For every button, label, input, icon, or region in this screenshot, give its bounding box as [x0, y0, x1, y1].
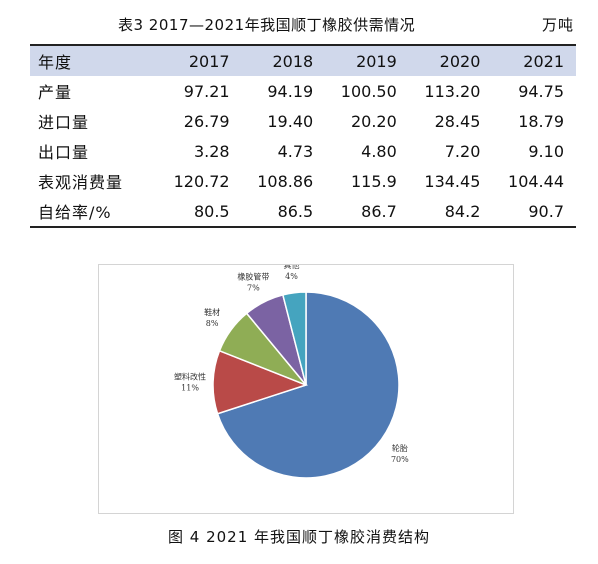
table-cell: 94.75 [518, 81, 564, 101]
table-row: 进口量 26.79 19.40 20.20 28.45 18.79 [30, 106, 576, 136]
column-header: 2018 [272, 51, 314, 71]
table-cell: 84.2 [444, 201, 481, 221]
table-cell: 4.80 [361, 141, 397, 161]
table-cell: 104.44 [508, 171, 564, 191]
row-label: 自给率/% [38, 203, 112, 222]
table-row: 自给率/% 80.5 86.5 86.7 84.2 90.7 [30, 196, 576, 227]
pie-label-footwear: 鞋材 [204, 307, 220, 317]
pie-value-rubber-hose-belt: 7% [247, 284, 260, 293]
pie-value-tires: 70% [391, 455, 409, 464]
table-row: 表观消费量 120.72 108.86 115.9 134.45 104.44 [30, 166, 576, 196]
row-label: 进口量 [38, 113, 90, 132]
table-cell: 97.21 [183, 81, 230, 101]
pie-chart-frame: 轮胎 70% 塑料改性 11% 鞋材 8% 橡胶管带 7% 其他 4% [98, 264, 514, 514]
pie-label-plastic-modification: 塑料改性 [174, 371, 206, 381]
table-cell: 108.86 [257, 171, 314, 191]
pie-slice-tires [216, 291, 400, 479]
row-label: 产量 [38, 83, 73, 102]
table-cell: 86.7 [361, 201, 397, 221]
table-cell: 94.19 [267, 81, 314, 101]
pie-label-other: 其他 [283, 265, 299, 270]
pie-label-rubber-hose-belt: 橡胶管带 [237, 272, 269, 282]
table-cell: 86.5 [277, 201, 314, 221]
table-title: 表3 2017—2021年我国顺丁橡胶供需情况 [118, 16, 416, 34]
table-cell: 9.10 [528, 141, 564, 161]
table-cell: 3.28 [193, 141, 230, 161]
table-header-row: 年度 2017 2018 2019 2020 2021 [30, 45, 576, 76]
table-cell: 134.45 [424, 171, 481, 191]
table-cell: 18.79 [518, 111, 564, 131]
pie-value-footwear: 8% [206, 319, 219, 328]
row-label: 表观消费量 [38, 173, 124, 192]
table-unit: 万吨 [541, 16, 574, 34]
supply-demand-table: 年度 2017 2018 2019 2020 2021 产量 97.21 94.… [30, 44, 576, 228]
table-cell: 115.9 [350, 171, 397, 191]
row-label: 出口量 [38, 143, 90, 162]
figure-caption: 图 4 2021 年我国顺丁橡胶消费结构 [167, 528, 431, 546]
table-cell: 7.20 [444, 141, 481, 161]
pie-label-tires: 轮胎 [392, 443, 408, 453]
table-cell: 113.20 [424, 81, 481, 101]
column-header: 2021 [523, 51, 564, 71]
table-cell: 4.73 [277, 141, 314, 161]
table-caption: 表3 2017—2021年我国顺丁橡胶供需情况 万吨 [0, 14, 598, 36]
pie-value-other: 4% [285, 272, 298, 281]
table-cell: 100.50 [340, 81, 397, 101]
table-cell: 20.20 [350, 111, 397, 131]
table-cell: 19.40 [267, 111, 314, 131]
table-cell: 28.45 [434, 111, 481, 131]
table-row: 出口量 3.28 4.73 4.80 7.20 9.10 [30, 136, 576, 166]
table-cell: 26.79 [183, 111, 230, 131]
pie-slice-other [281, 291, 307, 386]
table-row: 产量 97.21 94.19 100.50 113.20 94.75 [30, 76, 576, 106]
pie-value-plastic-modification: 11% [181, 383, 199, 392]
table-cell: 80.5 [193, 201, 230, 221]
column-header: 2019 [356, 51, 397, 71]
table-cell: 120.72 [173, 171, 230, 191]
column-header: 年度 [38, 53, 73, 72]
pie-chart: 轮胎 70% 塑料改性 11% 鞋材 8% 橡胶管带 7% 其他 4% [174, 265, 409, 479]
table-cell: 90.7 [528, 201, 564, 221]
column-header: 2020 [439, 51, 481, 71]
column-header: 2017 [188, 51, 230, 71]
